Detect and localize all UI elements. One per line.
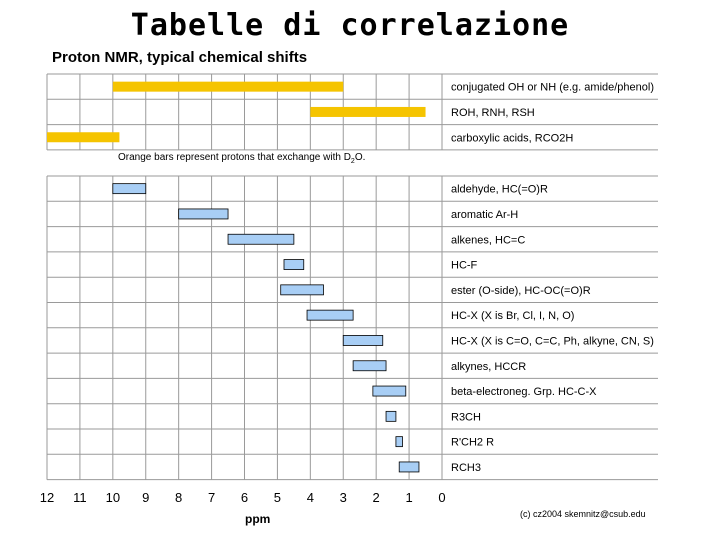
range-bar [372, 385, 407, 397]
range-bar [112, 183, 147, 195]
row-label: ester (O-side), HC-OC(=O)R [451, 285, 591, 297]
x-tick-label: 0 [438, 490, 445, 505]
exchange-note-subscript: 2 [351, 158, 355, 165]
row-label: beta-electroneg. Grp. HC-C-X [451, 386, 597, 398]
row-label: HC-F [451, 260, 478, 272]
range-bar [306, 309, 354, 321]
range-bar [112, 81, 344, 92]
x-tick-label: 10 [106, 490, 120, 505]
range-bar [352, 360, 387, 372]
x-tick-label: 7 [208, 490, 215, 505]
x-tick-label: 9 [142, 490, 149, 505]
row-label: HC-X (X is C=O, C=C, Ph, alkyne, CN, S) [451, 335, 654, 347]
exchange-note-text: Orange bars represent protons that excha… [118, 152, 351, 163]
x-axis-label: ppm [245, 512, 270, 526]
x-tick-label: 3 [340, 490, 347, 505]
credit-text: (c) cz2004 skemnitz@csub.edu [520, 509, 646, 519]
range-bar [283, 259, 305, 270]
exchange-note-suffix: O. [355, 152, 366, 163]
range-bar [342, 335, 384, 346]
range-bar [280, 284, 324, 296]
slide-title: Tabelle di correlazione [130, 8, 570, 43]
x-tick-label: 11 [73, 490, 87, 505]
row-label: aldehyde, HC(=O)R [451, 184, 548, 196]
x-tick-label: 4 [307, 490, 314, 505]
range-bar [227, 233, 295, 245]
range-bar [385, 410, 397, 422]
x-tick-label: 6 [241, 490, 248, 505]
chart-title: Proton NMR, typical chemical shifts [52, 49, 307, 66]
row-label: R3CH [451, 411, 481, 423]
row-label: alkenes, HC=C [451, 234, 525, 246]
exchange-note: Orange bars represent protons that excha… [118, 152, 365, 165]
row-label: carboxylic acids, RCO2H [451, 132, 573, 144]
row-label: conjugated OH or NH (e.g. amide/phenol) [451, 82, 654, 94]
row-label: ROH, RNH, RSH [451, 107, 535, 119]
x-tick-label: 5 [274, 490, 281, 505]
row-label: aromatic Ar-H [451, 209, 518, 221]
x-tick-label: 1 [405, 490, 412, 505]
row-label: RCH3 [451, 462, 481, 474]
row-label: R'CH2 R [451, 437, 494, 449]
range-bar [178, 208, 229, 220]
x-tick-label: 8 [175, 490, 182, 505]
range-bar [398, 461, 420, 473]
row-label: alkynes, HCCR [451, 361, 526, 373]
range-bar [395, 436, 403, 448]
chart-bars [47, 81, 426, 473]
x-tick-label: 12 [40, 490, 54, 505]
x-axis-ticks: 12 11 10 9 8 7 6 5 4 3 2 1 0 [40, 490, 446, 505]
range-bar [310, 106, 426, 117]
row-labels: conjugated OH or NH (e.g. amide/phenol) R… [451, 82, 654, 474]
row-label: HC-X (X is Br, Cl, I, N, O) [451, 310, 574, 322]
x-tick-label: 2 [373, 490, 380, 505]
range-bar [47, 132, 120, 143]
